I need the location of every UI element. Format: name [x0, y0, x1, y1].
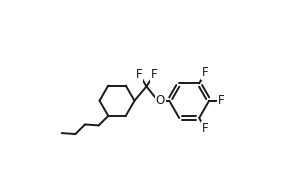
Text: F: F: [218, 94, 225, 107]
Text: F: F: [136, 68, 143, 81]
Text: O: O: [155, 94, 165, 107]
Text: F: F: [151, 68, 158, 81]
Text: F: F: [202, 122, 209, 135]
Text: F: F: [202, 66, 209, 79]
